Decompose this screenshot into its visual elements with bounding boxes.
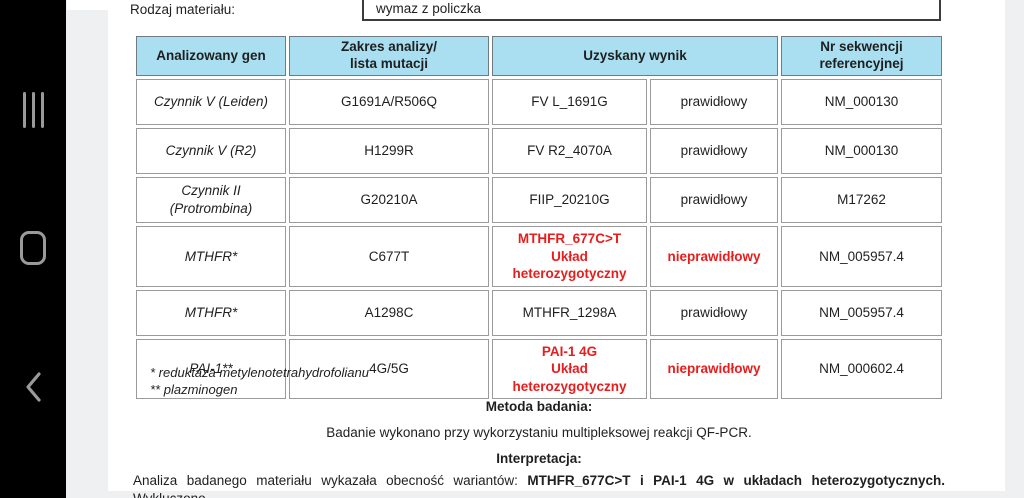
header-reference-sequence: Nr sekwencji referencyjnej [781, 36, 942, 76]
interpretation-bold: MTHFR_677C>T i PAI-1 4G w układach heter… [527, 473, 945, 488]
table-row: PAI-1** 4G/5G PAI-1 4G Układ heterozygot… [136, 338, 942, 400]
reference-cell: NM_005957.4 [781, 289, 942, 336]
gene-cell: Czynnik V (R2) [136, 128, 286, 174]
recents-icon [22, 92, 44, 128]
table-row: Czynnik V (R2) H1299R FV R2_4070A prawid… [136, 128, 942, 174]
interpretation-heading: Interpretacja: [496, 451, 582, 466]
interpretation-prefix: Analiza badanego materiału wykazała obec… [133, 473, 528, 488]
mutation-range-cell: C677T [289, 226, 489, 287]
gene-cell: MTHFR* [136, 226, 286, 287]
footnote-pai: ** plazminogen [150, 382, 238, 397]
result-cell: PAI-1 4G Układ heterozygotyczny [492, 338, 647, 400]
status-cell: prawidłowy [650, 79, 778, 125]
gene-cell: Czynnik V (Leiden) [136, 79, 286, 125]
results-table-body: Czynnik V (Leiden) G1691A/R506Q FV L_169… [136, 79, 942, 400]
mutation-range-cell: G1691A/R506Q [289, 79, 489, 125]
status-cell: prawidłowy [650, 128, 778, 174]
table-row: MTHFR* C677T MTHFR_677C>T Układ heterozy… [136, 226, 942, 287]
back-button[interactable] [0, 357, 66, 417]
status-cell: prawidłowy [650, 177, 778, 223]
header-analyzed-gene: Analizowany gen [136, 36, 286, 76]
reference-cell: NM_000130 [781, 79, 942, 125]
method-text: Badanie wykonano przy wykorzystaniu mult… [326, 425, 752, 440]
interpretation-paragraph: Analiza badanego materiału wykazała obec… [133, 472, 945, 498]
reference-cell: NM_000602.4 [781, 338, 942, 400]
table-row: Czynnik II (Protrombina) G20210A FIIP_20… [136, 177, 942, 223]
result-cell: MTHFR_677C>T Układ heterozygotyczny [492, 226, 647, 287]
header-obtained-result: Uzyskany wynik [492, 36, 778, 76]
result-cell: MTHFR_1298A [492, 289, 647, 336]
reference-cell: NM_005957.4 [781, 226, 942, 287]
table-header-row: Analizowany gen Zakres analizy/ lista mu… [136, 36, 942, 76]
header-analysis-range: Zakres analizy/ lista mutacji [289, 36, 489, 76]
mutation-range-cell: 4G/5G [289, 338, 489, 400]
mutation-range-cell: H1299R [289, 128, 489, 174]
gene-cell: Czynnik II (Protrombina) [136, 177, 286, 223]
back-icon [26, 372, 41, 402]
result-cell: FV L_1691G [492, 79, 647, 125]
material-type-label: Rodzaj materiału: [130, 2, 236, 17]
table-row: MTHFR* A1298C MTHFR_1298A prawidłowy NM_… [136, 289, 942, 336]
mutation-range-cell: A1298C [289, 289, 489, 336]
table-row: Czynnik V (Leiden) G1691A/R506Q FV L_169… [136, 79, 942, 125]
status-cell: nieprawidłowy [650, 226, 778, 287]
interpretation-suffix: Wykluczono [133, 491, 206, 498]
footnotes: * reduktaza metylenotetrahydrofolianu **… [150, 364, 369, 398]
home-button[interactable] [0, 218, 66, 278]
viewer-gutter-notch [67, 0, 108, 10]
gene-cell: MTHFR* [136, 289, 286, 336]
status-cell: prawidłowy [650, 289, 778, 336]
material-type-value: wymaz z policzka [376, 1, 482, 16]
result-cell: FIIP_20210G [492, 177, 647, 223]
method-heading: Metoda badania: [485, 399, 593, 414]
material-type-field[interactable]: wymaz z policzka [362, 0, 941, 21]
recents-button[interactable] [0, 80, 66, 140]
reference-cell: NM_000130 [781, 128, 942, 174]
android-nav-bar [0, 0, 66, 498]
mutation-range-cell: G20210A [289, 177, 489, 223]
result-cell: FV R2_4070A [492, 128, 647, 174]
gene-cell: PAI-1** [136, 338, 286, 400]
home-icon [20, 231, 46, 265]
status-cell: nieprawidłowy [650, 338, 778, 400]
footnote-mthfr: * reduktaza metylenotetrahydrofolianu [150, 365, 369, 380]
document-page: Rodzaj materiału: wymaz z policzka Anali… [108, 0, 1005, 498]
reference-cell: M17262 [781, 177, 942, 223]
results-table: Analizowany gen Zakres analizy/ lista mu… [133, 33, 945, 402]
